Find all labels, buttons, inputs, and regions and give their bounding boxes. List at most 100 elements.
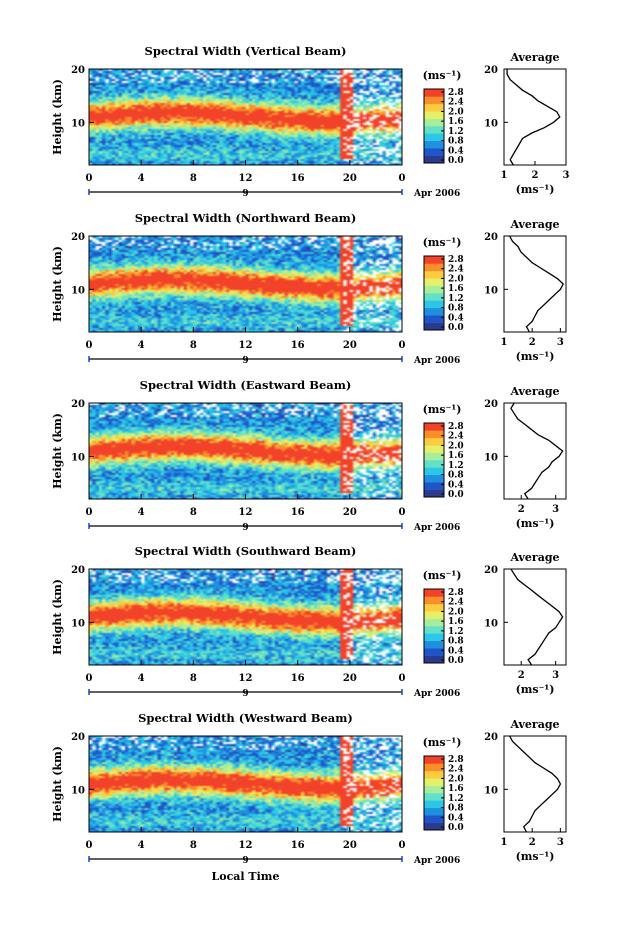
- heatmap-image: [89, 403, 402, 499]
- colorbar-segment: [424, 763, 444, 772]
- colorbar-tick-label: 0.4: [448, 146, 464, 156]
- colorbar-tick-label: 1.2: [448, 794, 464, 804]
- colorbar-segment: [424, 611, 444, 619]
- colorbar-tick-label: 0.8: [448, 471, 464, 481]
- colorbar-tick-label: 2.8: [448, 755, 464, 765]
- colorbar-segment: [424, 133, 444, 142]
- colorbar-tick-label: 0.8: [448, 304, 464, 314]
- colorbar-tick-label: 2.8: [448, 588, 464, 598]
- profile-x-tick-label: 1: [501, 170, 508, 181]
- colorbar-segment: [424, 96, 444, 105]
- profile-title: Average: [509, 218, 559, 231]
- x-tick-label: 8: [190, 673, 197, 684]
- day-label: 9: [242, 356, 248, 366]
- x-tick-label: 20: [343, 173, 357, 184]
- y-tick-label: 10: [71, 452, 85, 463]
- x-tick-label: 8: [190, 840, 197, 851]
- colorbar-frame: [423, 88, 445, 164]
- x-tick-label: 12: [239, 173, 253, 184]
- colorbar-unit: (ms⁻¹): [423, 403, 462, 416]
- x-tick-label: 16: [291, 340, 305, 351]
- profile-y-tick-label: 20: [484, 565, 498, 576]
- colorbar-segment: [424, 140, 444, 149]
- colorbar-segment: [424, 89, 444, 97]
- profile-x-tick-label: 3: [557, 337, 564, 348]
- colorbar-segment: [424, 126, 444, 134]
- colorbar-unit: (ms⁻¹): [423, 569, 462, 582]
- colorbar-tick-label: 2.4: [448, 265, 464, 275]
- colorbar-tick-label: 0.0: [448, 156, 464, 166]
- panel-title: Spectral Width (Vertical Beam): [145, 44, 347, 58]
- y-tick-label: 10: [71, 618, 85, 629]
- colorbar-tick-label: 0.8: [448, 804, 464, 814]
- colorbar-segment: [424, 307, 444, 316]
- colorbar-tick-label: 0.4: [448, 480, 464, 490]
- x-tick-label: 16: [291, 673, 305, 684]
- colorbar-segment: [424, 278, 444, 286]
- colorbar-unit: (ms⁻¹): [423, 736, 462, 749]
- x-tick-label: 0: [399, 840, 406, 851]
- x-tick-label: 16: [291, 507, 305, 518]
- colorbar-segment: [424, 285, 444, 294]
- colorbar-tick-label: 1.2: [448, 294, 464, 304]
- colorbar-tick-label: 0.4: [448, 813, 464, 823]
- x-tick-label: 12: [239, 340, 253, 351]
- colorbar-segment: [424, 778, 444, 786]
- panel-1: Spectral Width (Vertical Beam)1020Height…: [51, 44, 570, 199]
- x-tick-label: 8: [190, 173, 197, 184]
- colorbar-segment: [424, 423, 444, 431]
- colorbar-segment: [424, 489, 444, 498]
- profile-x-label: (ms⁻¹): [516, 183, 555, 196]
- date-label: Apr 2006: [413, 189, 460, 199]
- colorbar-tick-label: 2.0: [448, 441, 464, 451]
- colorbar-segment: [424, 111, 444, 119]
- x-tick-label: 0: [399, 340, 406, 351]
- colorbar-tick-label: 1.2: [448, 127, 464, 137]
- x-tick-label: 0: [86, 173, 93, 184]
- colorbar-tick-label: 0.8: [448, 637, 464, 647]
- colorbar-tick-label: 2.4: [448, 98, 464, 108]
- colorbar-tick-label: 1.2: [448, 461, 464, 471]
- colorbar-tick-label: 1.6: [448, 451, 464, 461]
- heatmap-image: [89, 236, 402, 332]
- x-tick-label: 8: [190, 340, 197, 351]
- y-tick-label: 10: [71, 118, 85, 129]
- x-tick-label: 0: [86, 507, 93, 518]
- x-tick-label: 0: [86, 840, 93, 851]
- colorbar-tick-label: 0.4: [448, 313, 464, 323]
- date-label: Apr 2006: [413, 856, 460, 866]
- panel-title: Spectral Width (Northward Beam): [135, 211, 357, 225]
- profile-y-tick-label: 20: [484, 732, 498, 743]
- colorbar-segment: [424, 315, 444, 323]
- x-tick-label: 20: [343, 673, 357, 684]
- x-axis-label: Local Time: [212, 870, 280, 883]
- colorbar-segment: [424, 785, 444, 794]
- y-tick-label: 20: [71, 732, 85, 743]
- colorbar-segment: [424, 293, 444, 301]
- profile-y-tick-label: 10: [484, 118, 498, 129]
- colorbar-segment: [424, 655, 444, 664]
- x-tick-label: 4: [138, 340, 145, 351]
- profile-x-tick-label: 1: [501, 837, 508, 848]
- y-tick-label: 10: [71, 785, 85, 796]
- profile-x-tick-label: 1: [501, 337, 508, 348]
- x-tick-label: 12: [239, 840, 253, 851]
- heatmap-image: [89, 569, 402, 665]
- profile-y-tick-label: 10: [484, 285, 498, 296]
- colorbar-tick-label: 1.6: [448, 784, 464, 794]
- profile-x-tick-label: 2: [529, 337, 536, 348]
- profile-title: Average: [509, 51, 559, 64]
- colorbar-tick-label: 2.8: [448, 255, 464, 265]
- day-label: 9: [242, 689, 248, 699]
- colorbar-segment: [424, 460, 444, 468]
- x-tick-label: 16: [291, 840, 305, 851]
- profile-x-tick-label: 2: [529, 837, 536, 848]
- profile-frame: [503, 568, 567, 666]
- profile-frame: [503, 402, 567, 500]
- y-tick-label: 10: [71, 285, 85, 296]
- profile-frame: [503, 735, 567, 833]
- profile-x-tick-label: 2: [518, 504, 525, 515]
- x-tick-label: 4: [138, 173, 145, 184]
- y-tick-label: 20: [71, 565, 85, 576]
- colorbar-segment: [424, 263, 444, 272]
